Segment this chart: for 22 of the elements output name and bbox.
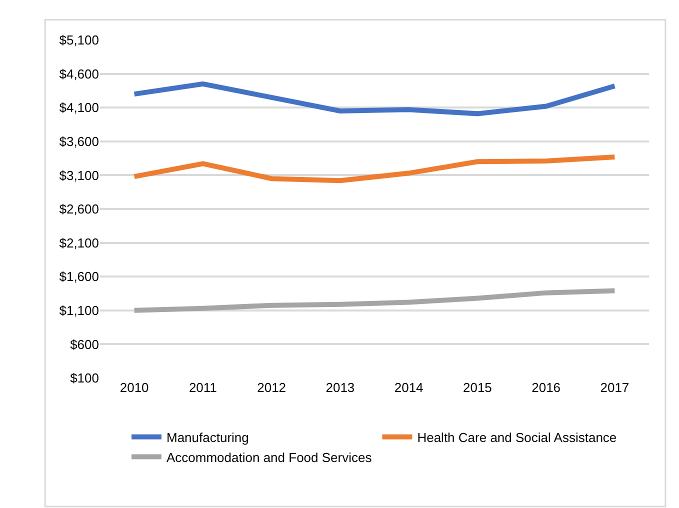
y-tick-label: $2,100	[59, 235, 99, 250]
x-tick-label: 2013	[326, 380, 355, 395]
x-tick-label: 2011	[188, 380, 217, 395]
y-tick-label: $2,600	[59, 202, 99, 217]
y-tick-label: $4,100	[59, 100, 99, 116]
y-tick-label: $600	[70, 336, 99, 352]
legend-label: Manufacturing	[166, 430, 249, 445]
legend-label: Health Care and Social Assistance	[417, 430, 617, 445]
y-tick-label: $4,600	[59, 66, 99, 82]
x-tick-label: 2010	[120, 380, 149, 395]
x-tick-label: 2012	[257, 380, 286, 395]
x-tick-label: 2015	[462, 380, 492, 395]
y-tick-label: $3,100	[59, 168, 99, 183]
y-tick-label: $5,100	[59, 32, 99, 48]
y-tick-label: $3,600	[59, 134, 99, 149]
legend-label: Accommodation and Food Services	[166, 450, 372, 465]
y-tick-label: $1,600	[59, 269, 99, 284]
x-tick-label: 2014	[394, 380, 424, 395]
x-tick-label: 2016	[532, 380, 561, 395]
x-tick-label: 2017	[600, 380, 630, 395]
y-tick-label: $1,100	[59, 302, 99, 318]
y-tick-label: $100	[70, 370, 99, 386]
